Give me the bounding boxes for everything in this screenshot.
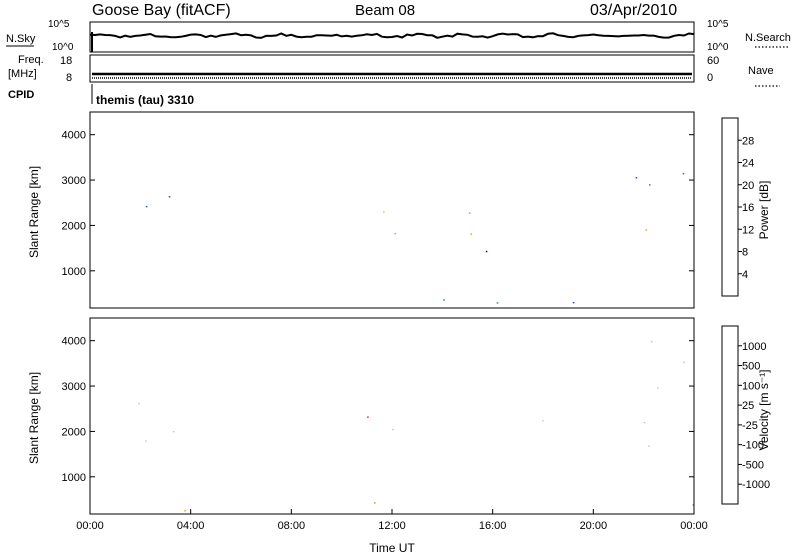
velocity-ylabel: Slant Range [km] bbox=[27, 372, 41, 464]
velocity-colorbar-tick-label: 25 bbox=[742, 400, 754, 412]
velocity-xtick-label: 00:00 bbox=[680, 520, 708, 532]
velocity-colorbar-tick-label: -1000 bbox=[742, 479, 770, 491]
velocity-point bbox=[138, 402, 140, 405]
power-colorbar-tick-label: 24 bbox=[742, 158, 754, 170]
velocity-ytick-label: 1000 bbox=[62, 472, 86, 484]
velocity-point bbox=[542, 420, 544, 422]
nsky-tick-top: 10^5 bbox=[48, 19, 70, 30]
power-point bbox=[145, 205, 148, 208]
power-point bbox=[635, 177, 638, 179]
velocity-colorbar-label: Velocity [m s⁻¹] bbox=[757, 369, 771, 450]
nsky-tick-bottom: 10^0 bbox=[52, 42, 74, 53]
power-point bbox=[682, 173, 685, 175]
nsky-panel bbox=[89, 21, 695, 53]
power-point bbox=[572, 302, 575, 304]
power-colorbar-tick-label: 28 bbox=[742, 135, 754, 147]
power-data-points bbox=[145, 173, 685, 304]
power-panel: 1000 2000 3000 4000 Slant Range [km] bbox=[27, 111, 695, 309]
power-point bbox=[645, 229, 648, 231]
power-ytick-label: 3000 bbox=[62, 175, 86, 187]
power-point bbox=[168, 196, 171, 198]
velocity-point bbox=[648, 445, 650, 447]
freq-tick-top: 18 bbox=[60, 55, 72, 67]
cpid-value: themis (tau) 3310 bbox=[96, 93, 194, 107]
velocity-colorbar-tick-label: 100 bbox=[742, 380, 760, 392]
nsearch-tick-top: 10^5 bbox=[707, 19, 729, 30]
velocity-ytick-label: 2000 bbox=[62, 426, 86, 438]
power-point bbox=[383, 211, 385, 213]
velocity-xticks: 00:00 04:00 08:00 12:00 16:00 20:00 00:00 bbox=[76, 509, 708, 532]
beam-title: Beam 08 bbox=[355, 2, 415, 19]
freq-tick-bottom: 8 bbox=[66, 72, 72, 84]
velocity-colorbar: -1000 -500 -100 -25 25 100 500 1000 bbox=[721, 325, 770, 505]
velocity-point bbox=[643, 422, 646, 424]
velocity-colorbar-tick-label: -500 bbox=[742, 459, 764, 471]
velocity-point bbox=[683, 361, 685, 363]
nave-tick-top: 60 bbox=[707, 55, 719, 67]
velocity-xlabel: Time UT bbox=[369, 541, 415, 554]
velocity-colorbar-tick-label: -25 bbox=[742, 420, 758, 432]
power-colorbar-tick-label: 4 bbox=[742, 269, 748, 281]
nave-label: Nave bbox=[748, 65, 774, 77]
velocity-point bbox=[656, 387, 659, 389]
velocity-xtick-label: 16:00 bbox=[479, 520, 507, 532]
power-colorbar-tick-label: 12 bbox=[742, 224, 754, 236]
velocity-colorbar-tick-label: 500 bbox=[742, 361, 760, 373]
power-colorbar-tick-label: 16 bbox=[742, 202, 754, 214]
velocity-ytick-label: 3000 bbox=[62, 381, 86, 393]
power-colorbar-tick-label: 8 bbox=[742, 247, 748, 259]
velocity-xtick-label: 00:00 bbox=[76, 520, 104, 532]
velocity-xtick-label: 12:00 bbox=[378, 520, 406, 532]
power-ytick-label: 4000 bbox=[62, 130, 86, 142]
power-colorbar: 4 8 12 16 20 24 28 bbox=[721, 117, 754, 297]
velocity-point bbox=[692, 504, 695, 506]
power-point bbox=[649, 184, 651, 186]
velocity-panel: 1000 2000 3000 4000 00:00 04:00 08:00 12:00 16:… bbox=[27, 317, 708, 555]
power-colorbar-tick-label: 20 bbox=[742, 180, 754, 192]
power-ytick-label: 1000 bbox=[62, 266, 86, 278]
freq-label-1: Freq. bbox=[18, 54, 44, 66]
power-colorbar-frame bbox=[721, 117, 739, 297]
velocity-yticks: 1000 2000 3000 4000 bbox=[62, 336, 694, 484]
power-frame bbox=[89, 111, 695, 309]
nsearch-label: N.Search bbox=[745, 32, 791, 44]
power-colorbar-label: Power [dB] bbox=[757, 181, 771, 240]
power-point bbox=[394, 233, 397, 235]
velocity-colorbar-tick-label: -100 bbox=[742, 440, 764, 452]
cpid-label: CPID bbox=[8, 89, 34, 101]
velocity-point bbox=[367, 416, 369, 418]
velocity-data-points bbox=[138, 341, 695, 512]
velocity-point bbox=[172, 431, 175, 433]
date-title: 03/Apr/2010 bbox=[590, 2, 677, 19]
nsky-label: N.Sky bbox=[6, 33, 36, 45]
velocity-frame bbox=[89, 317, 695, 515]
power-ytick-label: 2000 bbox=[62, 220, 86, 232]
velocity-point bbox=[650, 341, 653, 343]
nsky-trace bbox=[89, 32, 695, 39]
velocity-point bbox=[184, 510, 186, 512]
velocity-xtick-label: 08:00 bbox=[278, 520, 306, 532]
station-title: Goose Bay (fitACF) bbox=[92, 2, 231, 19]
power-point bbox=[485, 250, 488, 253]
power-point bbox=[496, 302, 499, 304]
velocity-point bbox=[374, 502, 376, 504]
velocity-colorbar-tick-label: 1000 bbox=[742, 341, 766, 353]
velocity-colorbar-frame bbox=[721, 325, 739, 505]
velocity-point bbox=[145, 440, 147, 442]
power-point bbox=[468, 212, 471, 214]
velocity-point bbox=[392, 428, 394, 431]
power-point bbox=[470, 233, 473, 235]
velocity-ytick-label: 4000 bbox=[62, 336, 86, 348]
freq-panel bbox=[89, 54, 695, 83]
power-yticks: 1000 2000 3000 4000 bbox=[62, 130, 694, 278]
power-ylabel: Slant Range [km] bbox=[27, 166, 41, 258]
nsearch-tick-bottom: 10^0 bbox=[707, 42, 729, 53]
power-point bbox=[443, 299, 445, 301]
velocity-xtick-label: 04:00 bbox=[177, 520, 205, 532]
freq-label-2: [MHz] bbox=[8, 68, 37, 80]
nave-tick-bottom: 0 bbox=[707, 72, 713, 84]
velocity-xtick-label: 20:00 bbox=[580, 520, 608, 532]
